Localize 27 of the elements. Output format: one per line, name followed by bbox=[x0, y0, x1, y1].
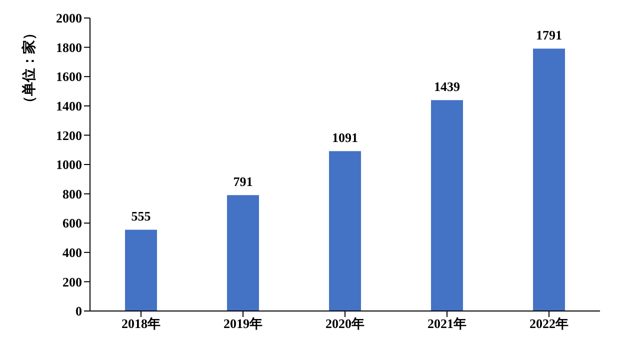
bar bbox=[125, 230, 157, 311]
x-tick-label: 2018年 bbox=[122, 316, 160, 332]
y-tick-label: 600 bbox=[62, 216, 82, 231]
bar bbox=[533, 48, 565, 311]
y-tick-label: 1000 bbox=[56, 157, 82, 172]
data-label: 1439 bbox=[434, 79, 460, 94]
x-tick-label: 2021年 bbox=[428, 316, 466, 332]
data-label: 791 bbox=[233, 174, 253, 190]
y-tick-label: 400 bbox=[62, 245, 82, 260]
y-tick-label: 200 bbox=[62, 274, 82, 290]
x-tick-label: 2022年 bbox=[530, 316, 568, 332]
y-tick-label: 1800 bbox=[56, 40, 82, 55]
bar bbox=[329, 151, 361, 311]
bar bbox=[227, 195, 259, 311]
y-tick-label: 2000 bbox=[56, 10, 82, 26]
y-axis-title: （单位：家） bbox=[20, 26, 38, 110]
data-label: 1791 bbox=[536, 28, 562, 43]
x-tick-label: 2019年 bbox=[224, 316, 262, 332]
y-tick-label: 0 bbox=[76, 304, 82, 319]
x-tick-label: 2020年 bbox=[326, 316, 364, 332]
y-tick-label: 1400 bbox=[56, 98, 82, 114]
data-label: 555 bbox=[131, 208, 152, 224]
y-tick-label: 800 bbox=[62, 186, 82, 202]
y-tick-label: 1600 bbox=[56, 69, 82, 84]
data-label: 1091 bbox=[332, 130, 358, 146]
bar bbox=[431, 100, 463, 311]
y-tick-label: 1200 bbox=[56, 128, 82, 143]
